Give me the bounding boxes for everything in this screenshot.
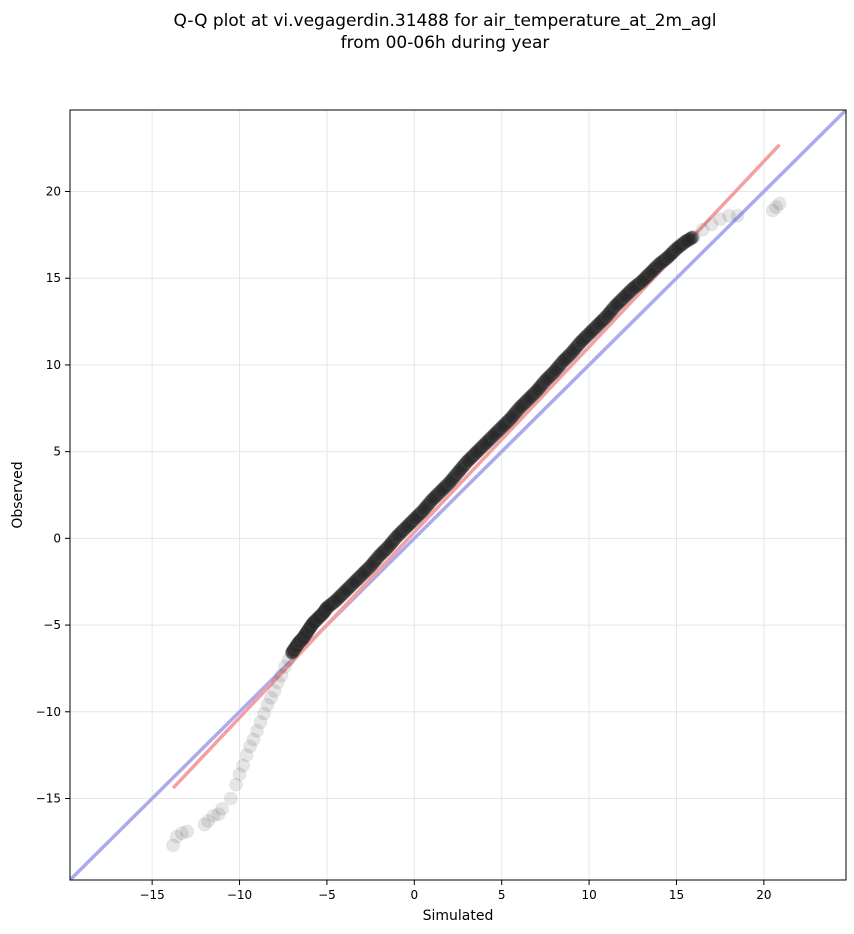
qq-point (686, 229, 701, 244)
x-tick-label: 20 (756, 888, 771, 902)
x-tick-label: −15 (139, 888, 164, 902)
qq-point (246, 732, 261, 747)
x-tick-label: −5 (318, 888, 336, 902)
y-axis-label: Observed (10, 461, 26, 528)
qq-point (769, 200, 784, 215)
reference-lines (70, 110, 846, 880)
qq-point (201, 814, 216, 829)
qq-point (197, 817, 212, 832)
qq-point (180, 824, 195, 839)
y-tick-label: 20 (46, 185, 61, 199)
qq-point (721, 208, 736, 223)
qq-point (257, 706, 271, 721)
identity-line (70, 110, 846, 880)
qq-point (239, 748, 254, 763)
grid-lines (70, 110, 846, 880)
data-points (166, 196, 787, 853)
qq-point (253, 715, 268, 730)
y-tick-label: 5 (53, 445, 61, 459)
qq-point (685, 230, 700, 245)
qq-point (215, 801, 230, 816)
qq-point (243, 739, 258, 754)
chart-subtitle: from 00-06h during year (341, 33, 550, 53)
qq-point (232, 767, 247, 782)
qq-point (250, 723, 265, 738)
y-tick-label: 15 (46, 271, 61, 285)
qq-point (730, 208, 745, 223)
qq-point (277, 659, 292, 674)
qq-point (166, 838, 181, 853)
y-tick-label: −5 (43, 618, 61, 632)
y-tick-label: 0 (53, 531, 61, 545)
chart-title: Q-Q plot at vi.vegagerdin.31488 for air_… (173, 11, 716, 31)
y-tick-label: −10 (36, 705, 61, 719)
qq-point (260, 697, 275, 712)
qq-point (765, 203, 780, 218)
qq-point (211, 807, 226, 822)
qq-point (695, 222, 710, 237)
qq-point (772, 196, 787, 211)
x-axis-label: Simulated (423, 908, 494, 924)
y-axis-ticks: −15 −10 −5 0 5 10 15 20 (36, 185, 70, 805)
qq-point (263, 690, 278, 705)
y-tick-label: −15 (36, 791, 61, 805)
x-tick-label: −10 (227, 888, 252, 902)
y-tick-label: 10 (46, 358, 61, 372)
qq-point (704, 217, 719, 232)
x-tick-label: 15 (669, 888, 684, 902)
qq-point (174, 826, 189, 841)
qq-point (223, 791, 238, 806)
qq-point (229, 777, 244, 792)
qq-point (274, 668, 289, 683)
qq-point (267, 683, 282, 698)
x-tick-label: 10 (581, 888, 596, 902)
x-tick-label: 5 (498, 888, 506, 902)
x-tick-label: 0 (410, 888, 418, 902)
qq-point (169, 829, 184, 844)
plot-frame (69, 109, 847, 881)
x-axis-ticks: −15 −10 −5 0 5 10 15 20 (139, 880, 771, 902)
qq-point (713, 212, 728, 227)
qq-point (206, 808, 221, 823)
qq-point (270, 675, 285, 690)
qq-point (236, 758, 251, 773)
